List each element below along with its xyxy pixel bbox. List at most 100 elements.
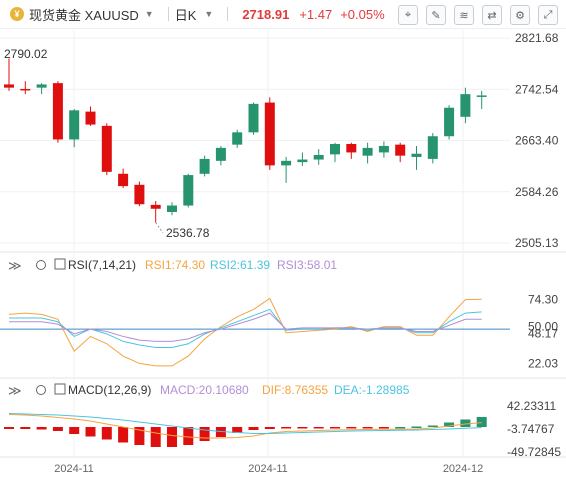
expand-icon[interactable]	[54, 258, 66, 270]
chart-header: ¥ 现货黄金 XAUUSD ▼ 日K ▼ 2718.91 +1.47 +0.05…	[0, 0, 566, 29]
candle-body	[232, 132, 243, 145]
settings-icon[interactable]	[36, 385, 46, 395]
crosshair-icon[interactable]: ⌖	[398, 5, 418, 25]
rsi-pane-header: ≫ RSI(7,14,21) RSI1:74.30 RSI2:61.39 RSI…	[8, 258, 337, 273]
candle-body	[411, 153, 422, 157]
macd-tick-label: 42.23311	[507, 399, 556, 413]
gold-coin-icon: ¥	[10, 7, 24, 21]
macd-bar	[313, 427, 324, 429]
macd-bar	[248, 427, 259, 430]
price-tick-label: 2584.26	[515, 185, 559, 199]
candle-body	[199, 158, 210, 174]
candle-body	[297, 159, 308, 163]
macd-bar	[167, 427, 177, 447]
indicator-icon[interactable]: ≋	[454, 5, 474, 25]
rsi-tick-label: 74.30	[528, 292, 558, 306]
candle-body	[20, 88, 31, 91]
collapse-icon[interactable]: ≫	[8, 258, 22, 273]
toolbar: ⌖ ✎ ≋ ⇄ ⚙ ⤢	[398, 5, 558, 25]
period-selector[interactable]: 日K	[174, 7, 197, 23]
price-tick-label: 2821.68	[515, 31, 559, 45]
macd-tick-label: -49.72845	[507, 445, 561, 459]
candle-body	[36, 84, 47, 88]
macd-legend: MACD:20.10680	[160, 383, 249, 397]
macd-bar	[52, 427, 63, 431]
symbol-label[interactable]: 现货黄金 XAUUSD	[29, 7, 139, 23]
macd-bar	[460, 419, 471, 427]
macd-bar	[199, 427, 210, 441]
macd-bar	[378, 427, 389, 429]
rsi-lines	[0, 297, 510, 367]
high-annotation: 2790.02	[4, 47, 48, 61]
dea-line	[8, 413, 482, 434]
price-change: +1.47	[299, 6, 333, 22]
grid-lines	[0, 30, 510, 457]
macd-bar	[4, 427, 14, 429]
draw-icon[interactable]: ✎	[426, 5, 446, 25]
candle-body	[101, 125, 112, 172]
candle-body	[183, 175, 194, 206]
macd-bar	[281, 427, 292, 429]
price-axis: 2821.68 2742.54 2663.40 2584.26 2505.13	[515, 31, 559, 250]
dif-line	[8, 414, 482, 439]
candle-body	[85, 111, 96, 125]
price-tick-label: 2505.13	[515, 236, 559, 250]
candle-body	[167, 205, 177, 212]
low-annotation: 2536.78	[166, 226, 210, 240]
rsi-tick-label: 48.17	[528, 326, 558, 340]
macd-bar	[264, 427, 275, 429]
candle-body	[4, 84, 14, 88]
candle-body	[150, 204, 161, 209]
candle-body	[460, 94, 471, 117]
macd-bar	[36, 427, 47, 430]
candle-body	[476, 95, 487, 97]
chevron-down-icon[interactable]: ▼	[144, 9, 154, 19]
candle-body	[395, 144, 406, 156]
candle-body	[427, 136, 438, 159]
dif-legend: DIF:8.76355	[262, 383, 328, 397]
candle-body	[248, 103, 259, 133]
dea-legend: DEA:-1.28985	[334, 383, 410, 397]
fullscreen-icon[interactable]: ⤢	[538, 5, 558, 25]
divider	[167, 7, 169, 21]
candle-body	[69, 110, 80, 140]
rsi-tick-label: 50.00	[528, 319, 558, 333]
price-tick-label: 2742.54	[515, 82, 559, 96]
macd-bar	[476, 416, 487, 427]
settings-icon[interactable]: ⚙	[510, 5, 530, 25]
macd-bar	[20, 427, 31, 429]
macd-series	[4, 413, 487, 447]
candle-body	[134, 184, 145, 205]
collapse-icon[interactable]: ≫	[8, 383, 22, 398]
macd-bar	[101, 427, 112, 440]
macd-bar	[330, 427, 340, 429]
expand-icon[interactable]	[54, 383, 66, 395]
macd-bar	[346, 427, 357, 429]
period-chevron-icon[interactable]: ▼	[204, 9, 214, 19]
macd-bar	[297, 427, 308, 429]
compare-icon[interactable]: ⇄	[482, 5, 502, 25]
macd-bar	[118, 427, 129, 443]
rsi-tick-label: 22.03	[528, 356, 558, 370]
rsi-title: RSI(7,14,21)	[68, 258, 136, 272]
rsi3-line	[9, 312, 482, 342]
candle-body	[215, 147, 226, 161]
candle-body	[281, 160, 292, 166]
macd-bar	[134, 427, 145, 445]
macd-bar	[395, 427, 406, 429]
low-marker	[155, 222, 164, 234]
macd-bar	[411, 426, 422, 428]
rsi3-legend: RSI3:58.01	[277, 258, 337, 272]
x-tick-label: 2024-11	[54, 463, 94, 475]
settings-icon[interactable]	[36, 260, 46, 270]
rsi2-line	[9, 308, 482, 348]
last-price: 2718.91	[242, 6, 290, 22]
macd-bar	[362, 427, 373, 429]
macd-bar	[85, 427, 96, 437]
macd-bar	[150, 427, 161, 447]
macd-tick-label: -3.74767	[507, 422, 555, 436]
macd-bar	[427, 425, 438, 427]
candle-body	[118, 173, 129, 187]
